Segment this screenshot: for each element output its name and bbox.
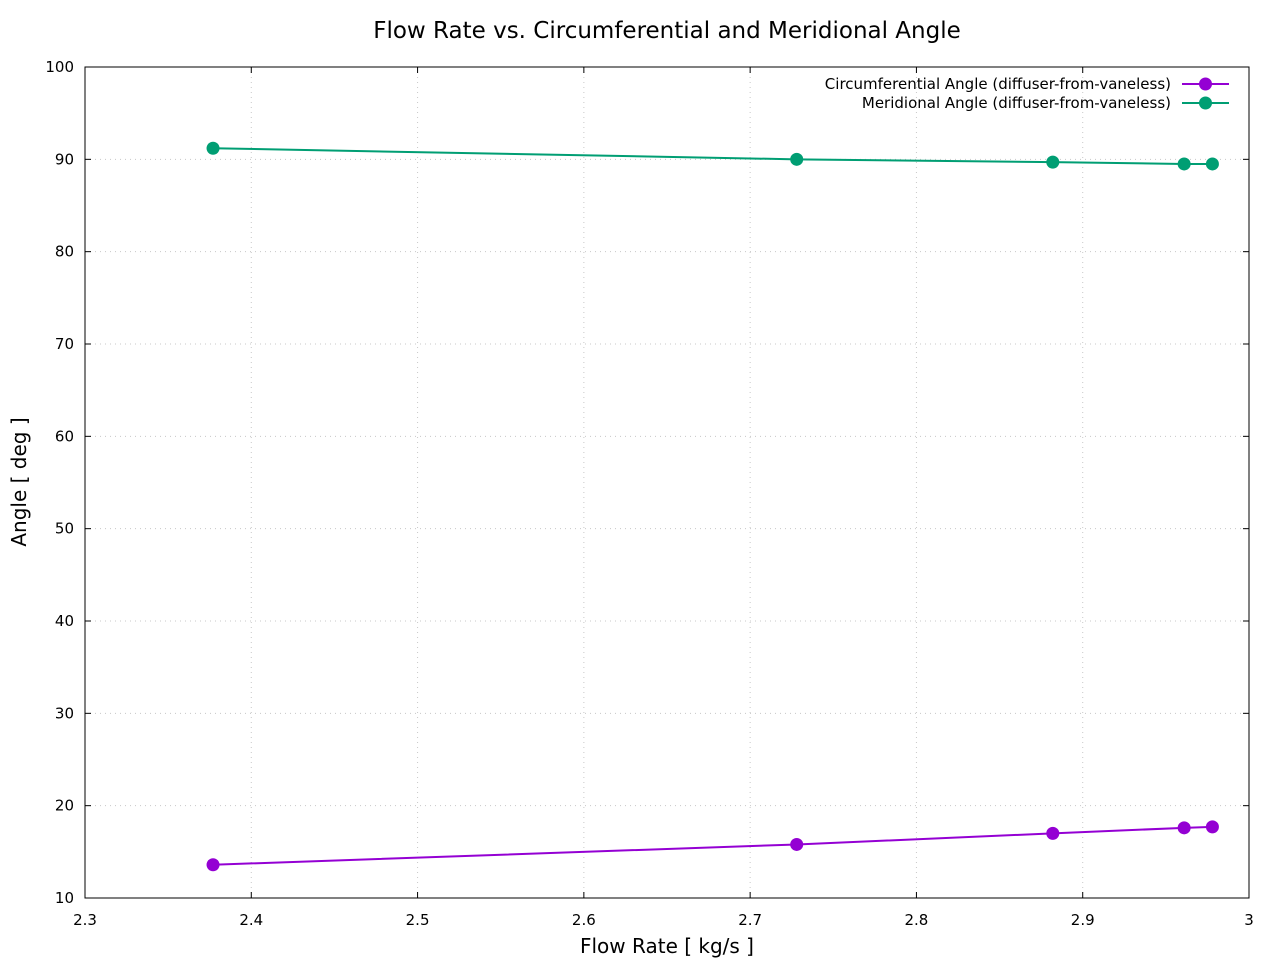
x-tick-label: 2.9: [1071, 911, 1095, 929]
y-tick-label: 10: [55, 889, 74, 907]
data-point: [1177, 821, 1191, 835]
data-point: [206, 141, 220, 155]
series-line: [213, 825, 1213, 866]
data-point: [1205, 157, 1219, 171]
x-axis-label: Flow Rate [ kg/s ]: [580, 934, 754, 958]
y-tick-label: 80: [55, 243, 74, 261]
series: [206, 141, 1219, 872]
x-tick-label: 2.7: [738, 911, 762, 929]
data-point: [790, 837, 804, 851]
legend-label: Circumferential Angle (diffuser-from-van…: [825, 75, 1171, 93]
series-line: [213, 147, 1213, 165]
y-tick-label: 30: [55, 704, 74, 722]
x-tick-label: 2.5: [406, 911, 430, 929]
x-tick-label: 2.8: [904, 911, 928, 929]
legend: Circumferential Angle (diffuser-from-van…: [825, 75, 1229, 112]
y-tick-label: 70: [55, 335, 74, 353]
chart-title: Flow Rate vs. Circumferential and Meridi…: [373, 18, 961, 44]
y-tick-label: 100: [45, 58, 74, 76]
y-tick-label: 40: [55, 612, 74, 630]
axis-ticks: 2.3 2.4 2.5 2.6 2.7 2.8 2.9 3 10 20 30 40 50 60 70 80 90…: [45, 58, 1253, 929]
data-point: [1046, 826, 1060, 840]
x-tick-label: 2.4: [239, 911, 263, 929]
y-axis-label: Angle [ deg ]: [7, 417, 31, 546]
data-point: [206, 858, 220, 872]
legend-entry: Meridional Angle (diffuser-from-vaneless…: [862, 94, 1229, 112]
series-0: [206, 820, 1219, 872]
grid: [85, 67, 1249, 898]
data-point: [790, 152, 804, 166]
x-tick-label: 2.3: [73, 911, 97, 929]
legend-swatch-marker: [1199, 77, 1212, 91]
y-tick-label: 90: [55, 150, 74, 168]
x-tick-label: 3: [1244, 911, 1254, 929]
y-tick-label: 50: [55, 520, 74, 538]
y-tick-label: 20: [55, 797, 74, 815]
x-tick-label: 2.6: [572, 911, 596, 929]
plot-frame: [84, 66, 1250, 899]
data-point: [1177, 157, 1191, 171]
data-point: [1205, 820, 1219, 834]
legend-entry: Circumferential Angle (diffuser-from-van…: [825, 75, 1229, 93]
legend-swatch-marker: [1199, 96, 1212, 110]
series-1: [206, 141, 1219, 171]
y-tick-label: 60: [55, 427, 74, 445]
data-point: [1046, 155, 1060, 169]
legend-label: Meridional Angle (diffuser-from-vaneless…: [862, 94, 1171, 112]
